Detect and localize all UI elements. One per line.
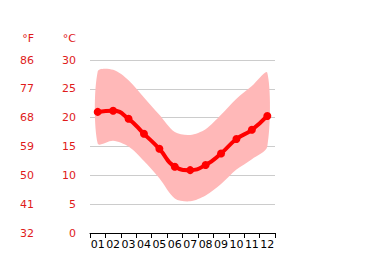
svg-text:30: 30 <box>62 54 76 67</box>
svg-text:04: 04 <box>137 238 151 251</box>
svg-text:20: 20 <box>62 111 76 124</box>
svg-text:25: 25 <box>62 82 76 95</box>
svg-text:05: 05 <box>152 238 166 251</box>
svg-text:32: 32 <box>20 227 34 240</box>
svg-text:77: 77 <box>20 82 34 95</box>
svg-text:86: 86 <box>20 54 34 67</box>
svg-text:07: 07 <box>183 238 197 251</box>
svg-text:06: 06 <box>168 238 182 251</box>
svg-text:02: 02 <box>106 238 120 251</box>
svg-text:°F: °F <box>22 32 34 45</box>
svg-text:12: 12 <box>260 238 274 251</box>
svg-text:59: 59 <box>20 140 34 153</box>
svg-text:01: 01 <box>91 238 105 251</box>
svg-text:10: 10 <box>62 169 76 182</box>
svg-text:08: 08 <box>199 238 213 251</box>
svg-text:03: 03 <box>122 238 136 251</box>
svg-text:09: 09 <box>214 238 228 251</box>
svg-text:15: 15 <box>62 140 76 153</box>
svg-text:68: 68 <box>20 111 34 124</box>
svg-text:50: 50 <box>20 169 34 182</box>
svg-text:41: 41 <box>20 198 34 211</box>
svg-text:0: 0 <box>69 227 76 240</box>
svg-text:11: 11 <box>245 238 259 251</box>
svg-text:°C: °C <box>63 32 77 45</box>
svg-text:5: 5 <box>69 198 76 211</box>
svg-text:10: 10 <box>229 238 243 251</box>
